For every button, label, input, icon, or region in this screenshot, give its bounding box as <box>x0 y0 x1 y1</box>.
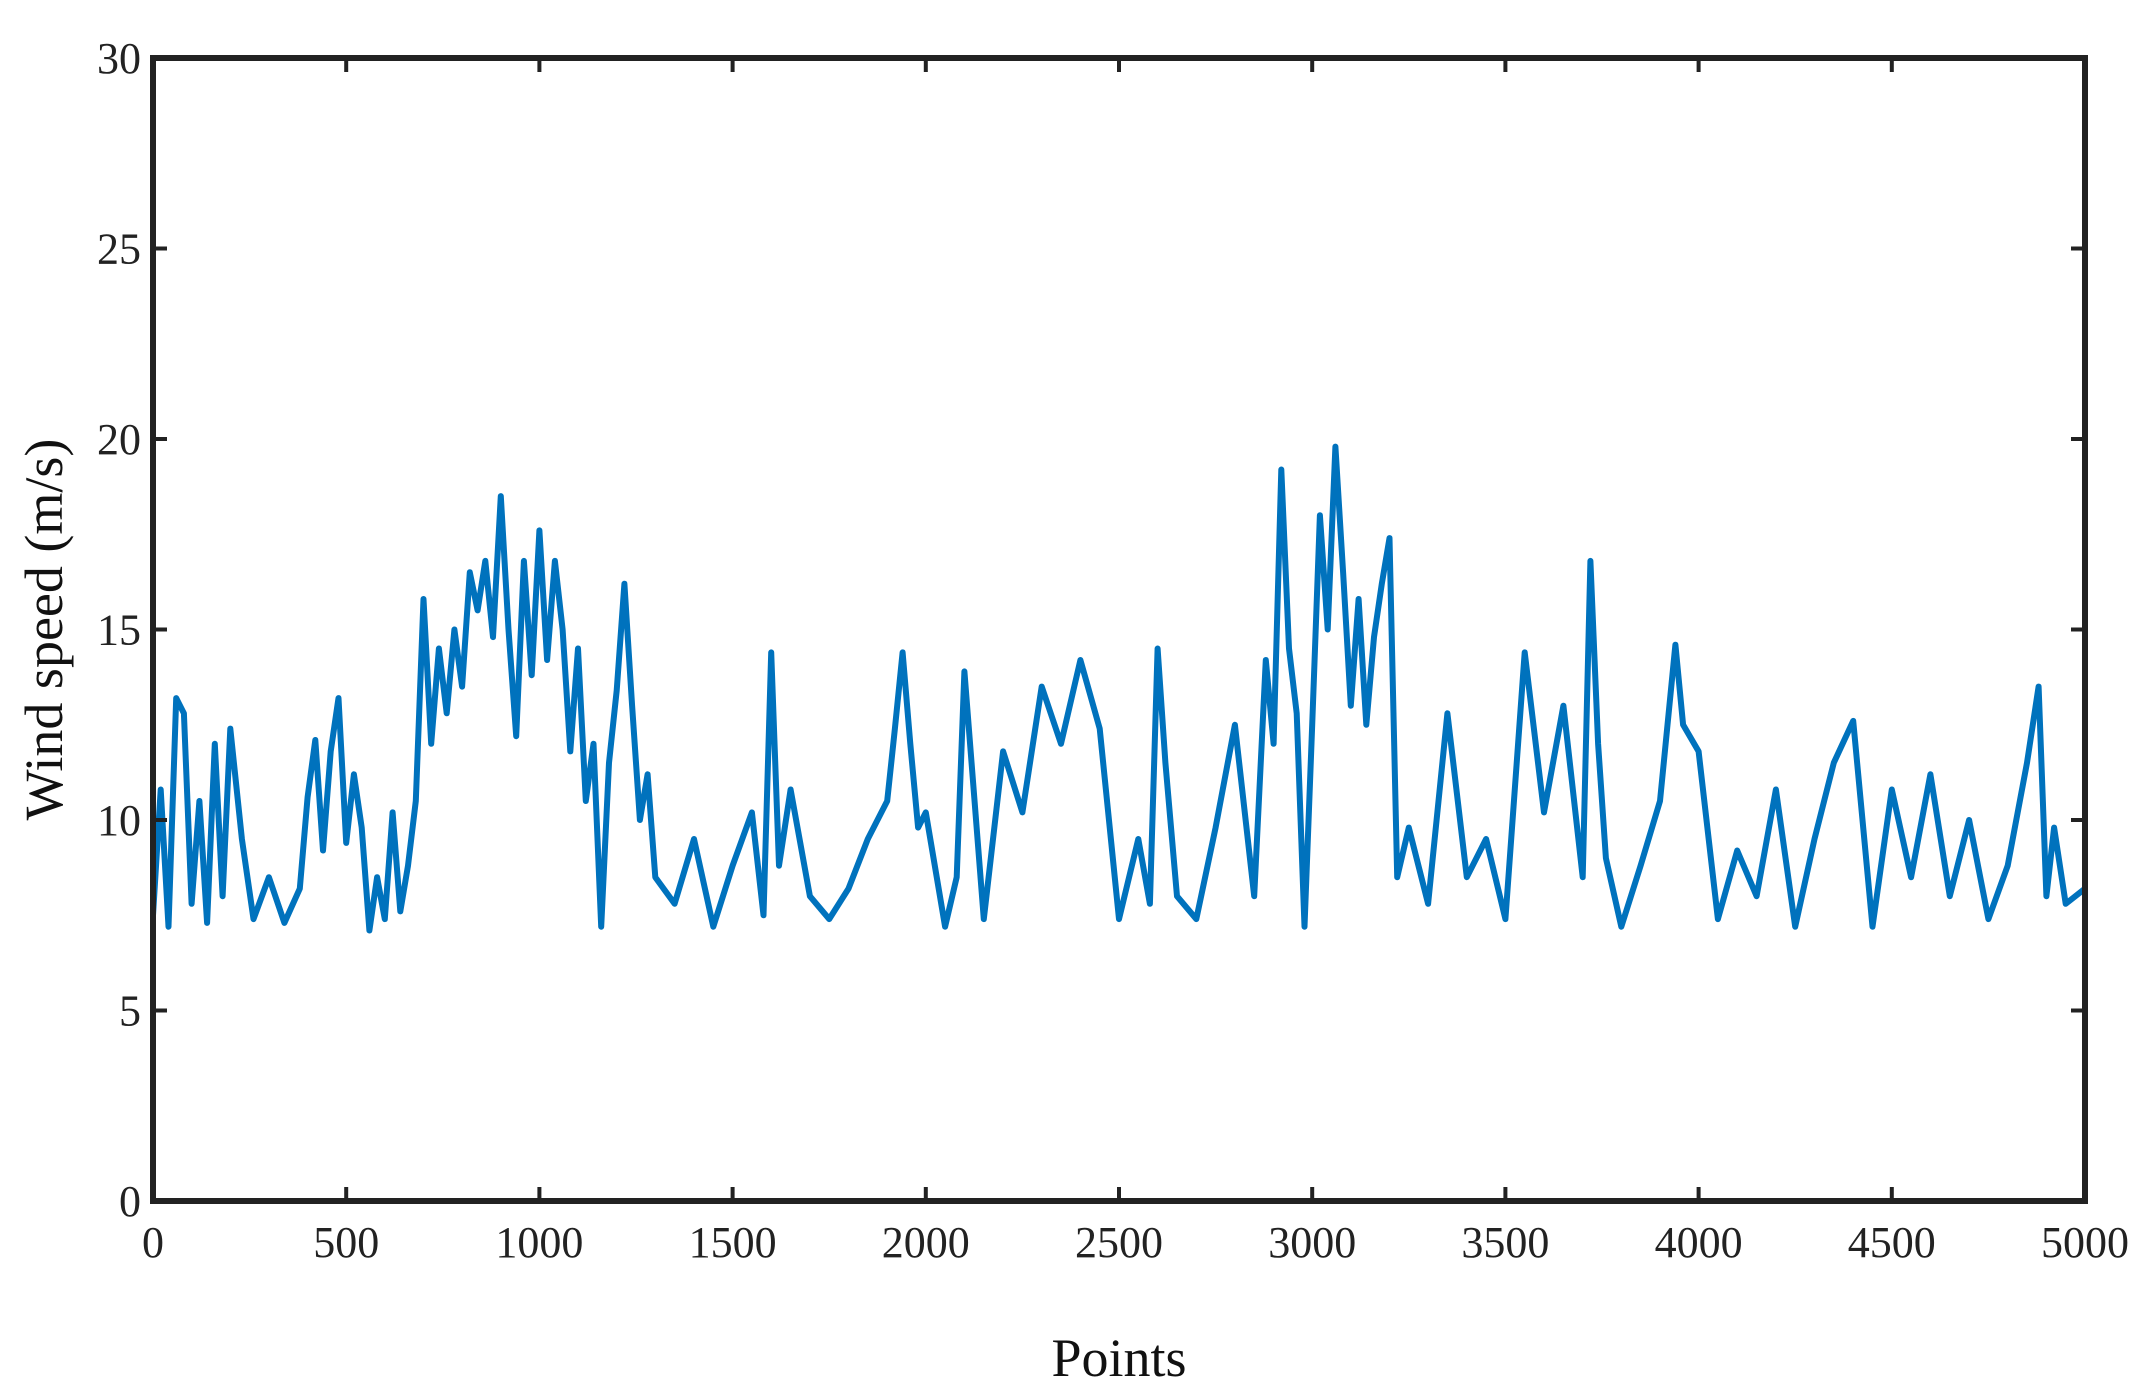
x-tick-label: 4500 <box>1848 1218 1936 1267</box>
y-tick-label: 20 <box>97 415 141 464</box>
x-axis-title: Points <box>1051 1328 1186 1388</box>
x-tick-label: 4000 <box>1655 1218 1743 1267</box>
y-axis-title: Wind speed (m/s) <box>14 439 74 821</box>
y-tick-label: 10 <box>97 796 141 845</box>
x-tick-label: 0 <box>142 1218 164 1267</box>
x-tick-label: 2500 <box>1075 1218 1163 1267</box>
y-tick-label: 15 <box>97 606 141 655</box>
x-tick-label: 1000 <box>495 1218 583 1267</box>
y-tick-label: 0 <box>119 1177 141 1226</box>
series-line-0 <box>150 443 2088 934</box>
x-tick-label: 1500 <box>689 1218 777 1267</box>
x-tick-label: 500 <box>313 1218 379 1267</box>
x-tick-label: 3000 <box>1268 1218 1356 1267</box>
tick-layer: 0 500 1000 1500 2000 2500 3000 3500 4000 4500 5000… <box>97 34 2129 1267</box>
x-tick-label: 3500 <box>1461 1218 1549 1267</box>
y-tick-label: 25 <box>97 225 141 274</box>
y-tick-label: 30 <box>97 34 141 83</box>
plot-frame <box>150 55 2088 1204</box>
x-tick-label: 5000 <box>2041 1218 2129 1267</box>
x-tick-label: 2000 <box>882 1218 970 1267</box>
series-layer <box>150 443 2088 934</box>
y-tick-label: 5 <box>119 987 141 1036</box>
